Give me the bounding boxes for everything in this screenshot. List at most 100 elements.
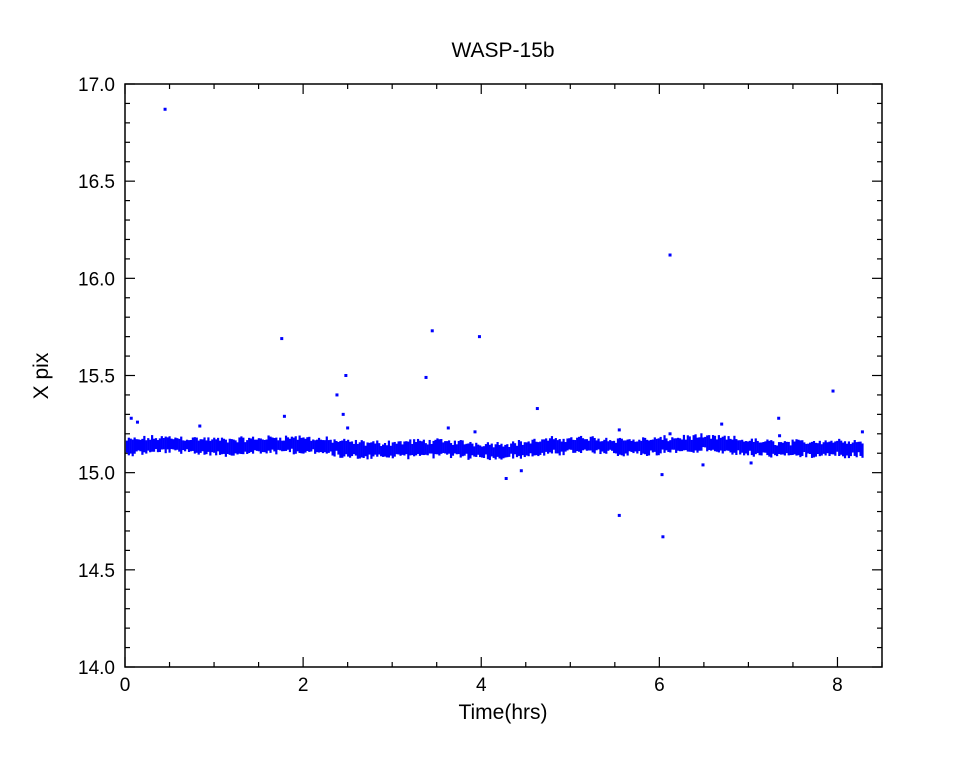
- data-point: [859, 441, 862, 456]
- data-point: [178, 438, 181, 452]
- data-point: [199, 439, 202, 453]
- data-point: [325, 436, 328, 454]
- data-point: [370, 442, 373, 459]
- data-point: [465, 443, 468, 454]
- data-point: [331, 442, 334, 456]
- data-point: [488, 444, 491, 461]
- data-point: [166, 437, 169, 450]
- data-point: [847, 441, 851, 459]
- data-point: [288, 438, 292, 453]
- data-point: [810, 441, 814, 458]
- data-point: [562, 438, 565, 456]
- data-point: [345, 440, 348, 455]
- data-point: [535, 441, 538, 456]
- data-point: [669, 440, 672, 453]
- data-point: [137, 439, 140, 451]
- data-point: [296, 439, 299, 452]
- data-point: [354, 439, 358, 456]
- data-point: [661, 439, 664, 450]
- data-point: [251, 436, 255, 454]
- data-point: [729, 438, 732, 453]
- data-point: [430, 329, 434, 333]
- data-point: [215, 439, 218, 456]
- data-point: [564, 442, 567, 452]
- data-point: [647, 440, 651, 456]
- data-point: [479, 445, 482, 458]
- data-point: [671, 437, 674, 450]
- data-point: [341, 412, 345, 416]
- data-point: [220, 437, 224, 455]
- data-point: [861, 443, 864, 458]
- data-point: [855, 442, 858, 458]
- data-point: [838, 438, 841, 457]
- data-point: [640, 440, 643, 456]
- data-point: [797, 439, 800, 456]
- data-point: [591, 436, 594, 453]
- data-point: [849, 443, 852, 457]
- data-point: [741, 439, 744, 453]
- data-point: [713, 435, 717, 452]
- data-point: [504, 476, 508, 480]
- data-point: [651, 439, 654, 453]
- data-point: [471, 443, 474, 456]
- data-point: [636, 441, 639, 454]
- data-point: [446, 426, 450, 430]
- data-point: [432, 440, 435, 459]
- y-tick-label: 16.0: [78, 269, 115, 290]
- data-point: [195, 437, 198, 453]
- data-point: [271, 437, 274, 450]
- data-point: [207, 437, 210, 452]
- data-point: [638, 439, 641, 452]
- data-point: [504, 444, 507, 458]
- data-point: [255, 439, 259, 451]
- data-point: [376, 440, 379, 457]
- data-point: [595, 440, 598, 451]
- data-point: [337, 441, 340, 455]
- data-point: [783, 441, 786, 456]
- x-tick-label: 4: [476, 675, 487, 696]
- data-point: [348, 441, 352, 458]
- data-point: [277, 440, 280, 450]
- data-point: [304, 438, 307, 453]
- data-points: [125, 107, 864, 539]
- data-point: [550, 436, 554, 454]
- data-point: [645, 439, 649, 456]
- data-point: [447, 440, 451, 454]
- data-point: [832, 442, 835, 455]
- data-point: [799, 440, 802, 458]
- data-point: [692, 435, 695, 453]
- data-point: [335, 441, 338, 451]
- data-point: [508, 446, 511, 457]
- data-point: [154, 438, 158, 450]
- data-point: [764, 441, 767, 453]
- data-point: [803, 442, 806, 453]
- data-point: [352, 443, 356, 455]
- data-point: [430, 444, 433, 454]
- data-point: [560, 441, 563, 452]
- data-point: [777, 416, 781, 420]
- data-point: [162, 437, 165, 450]
- data-point: [690, 439, 693, 452]
- data-point: [395, 443, 398, 455]
- data-point: [521, 444, 524, 456]
- data-point: [655, 438, 658, 456]
- data-point: [213, 437, 216, 453]
- data-point: [222, 438, 226, 454]
- data-point: [836, 440, 839, 452]
- data-point: [841, 442, 845, 457]
- data-point: [350, 441, 354, 457]
- data-point: [739, 440, 742, 455]
- data-point: [830, 440, 833, 455]
- data-point: [346, 426, 350, 430]
- data-point: [451, 444, 455, 456]
- data-point: [366, 442, 369, 460]
- data-point: [537, 442, 540, 457]
- data-point: [634, 441, 637, 452]
- data-point: [743, 441, 746, 456]
- y-tick-label: 14.5: [78, 561, 115, 582]
- data-point: [323, 440, 326, 453]
- data-point: [719, 437, 722, 451]
- data-point: [306, 437, 309, 452]
- data-point: [480, 446, 484, 458]
- data-point: [129, 438, 132, 454]
